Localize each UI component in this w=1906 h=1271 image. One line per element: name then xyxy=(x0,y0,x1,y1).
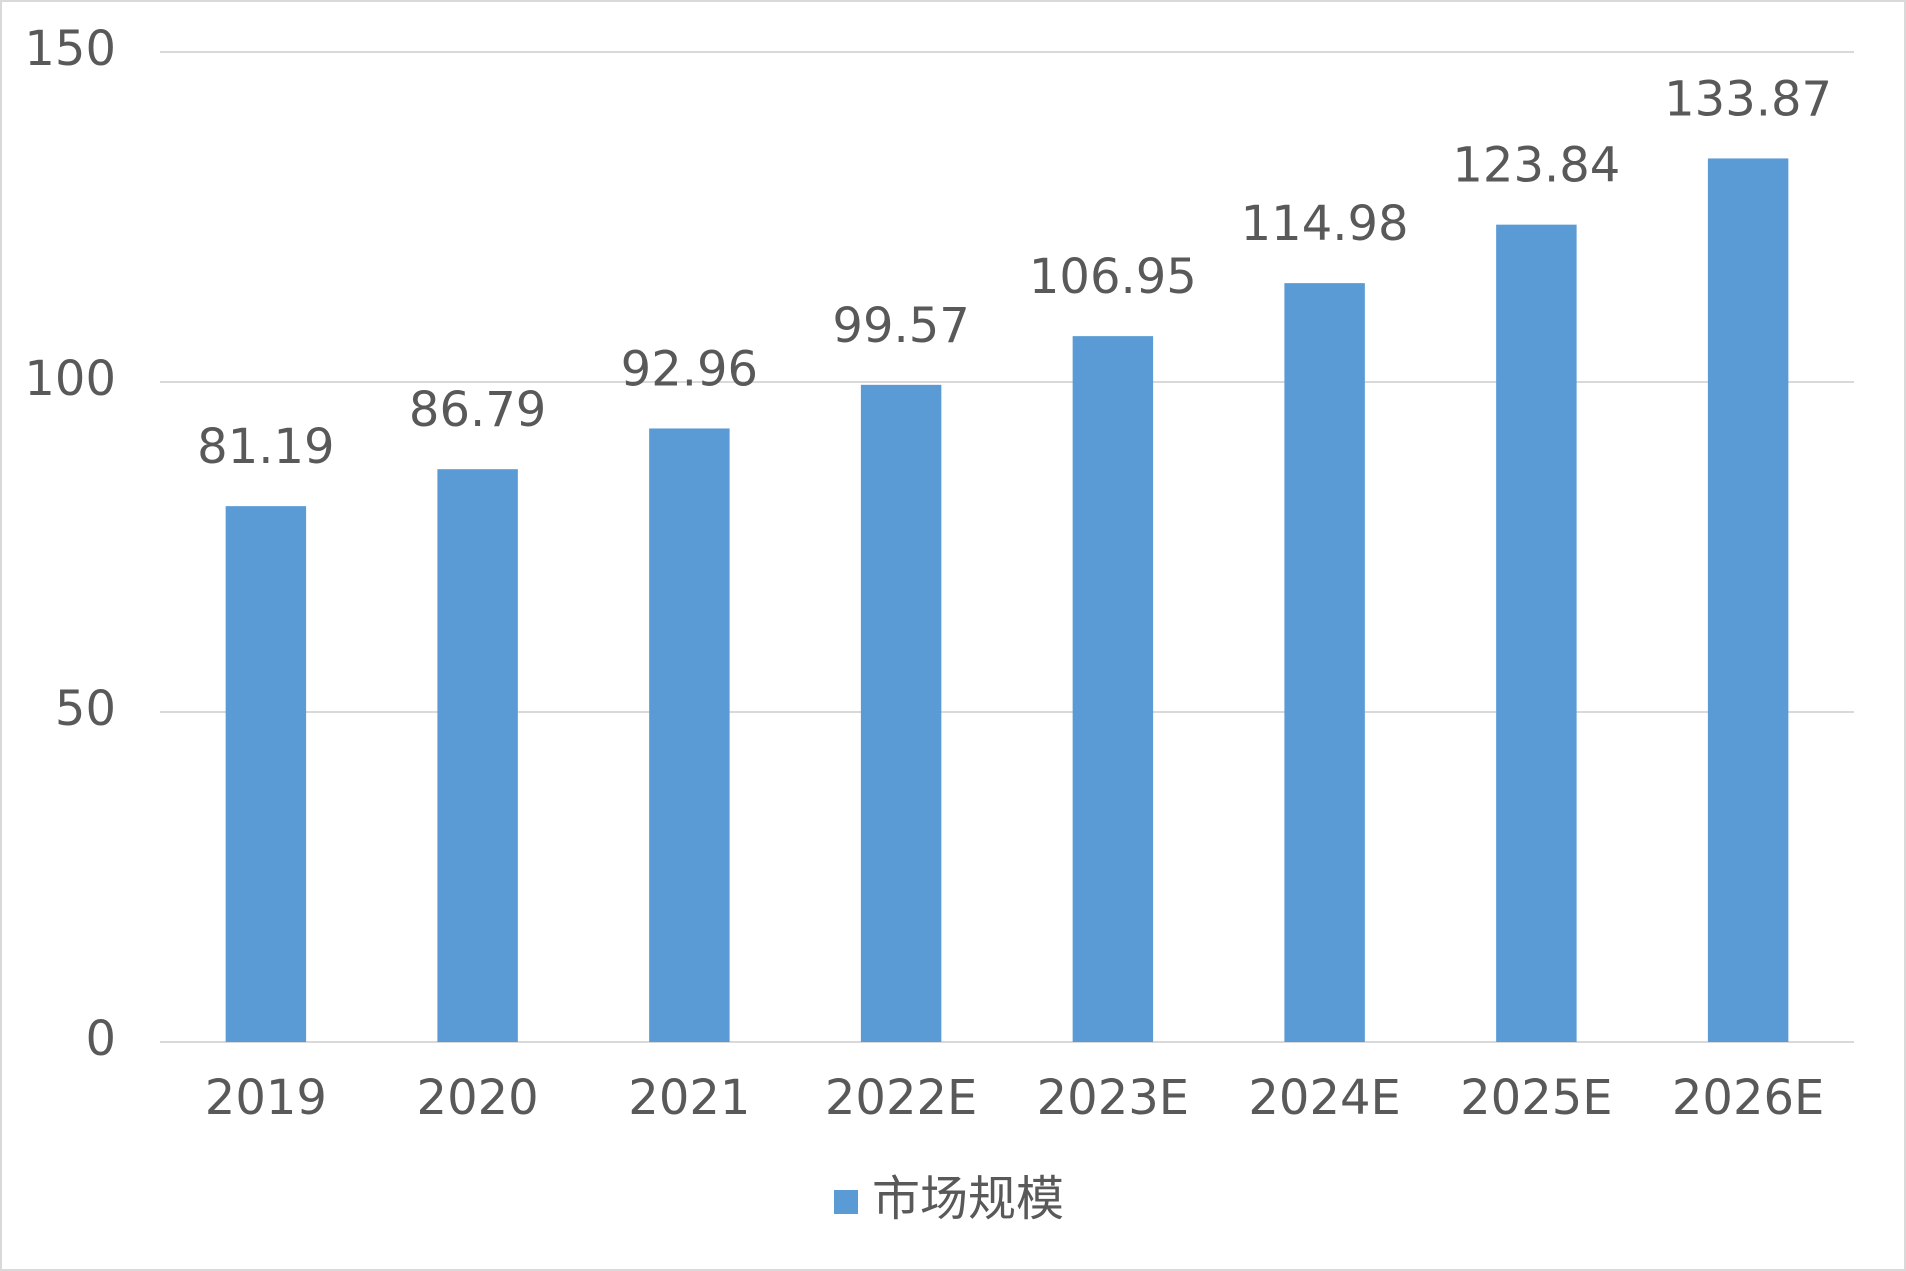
bar xyxy=(225,506,307,1042)
data-label: 99.57 xyxy=(832,298,969,354)
x-tick-label: 2023E xyxy=(1037,1070,1189,1126)
x-tick-label: 2025E xyxy=(1460,1070,1612,1126)
bar xyxy=(1707,158,1789,1042)
bar xyxy=(860,384,942,1042)
bar xyxy=(1496,224,1577,1042)
y-tick-label: 150 xyxy=(24,21,116,77)
bar xyxy=(649,428,730,1042)
bar xyxy=(437,469,518,1042)
x-tick-label: 2021 xyxy=(628,1070,750,1126)
x-tick-label: 2019 xyxy=(205,1070,327,1126)
legend-swatch xyxy=(834,1190,858,1214)
data-label: 106.95 xyxy=(1029,249,1197,305)
x-tick-label: 2022E xyxy=(825,1070,977,1126)
data-label: 123.84 xyxy=(1452,138,1620,194)
data-label: 81.19 xyxy=(197,419,334,475)
bar xyxy=(1072,336,1154,1042)
data-label: 114.98 xyxy=(1241,196,1409,252)
bar xyxy=(1284,283,1365,1043)
data-label: 133.87 xyxy=(1664,71,1832,127)
data-label: 92.96 xyxy=(621,341,758,397)
y-tick-label: 100 xyxy=(24,351,116,407)
legend-label: 市场规模 xyxy=(872,1171,1064,1227)
y-tick-label: 0 xyxy=(85,1011,116,1067)
data-label: 86.79 xyxy=(409,382,546,438)
x-tick-label: 2026E xyxy=(1672,1070,1824,1126)
x-tick-label: 2024E xyxy=(1248,1070,1400,1126)
x-tick-label: 2020 xyxy=(417,1070,539,1126)
y-tick-label: 50 xyxy=(55,681,116,737)
